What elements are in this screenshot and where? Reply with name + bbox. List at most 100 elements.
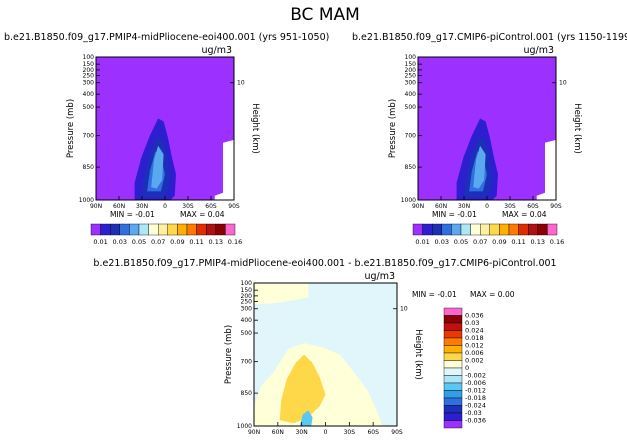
max-readout: MAX = 0.00 [470, 290, 515, 299]
colorbar-label: -0.03 [465, 409, 482, 417]
y-axis-label-right: Height (km) [413, 329, 423, 380]
colorbar-swatch [138, 223, 149, 236]
colorbar-label: 0.01 [415, 238, 429, 246]
colorbar-swatch [196, 223, 207, 236]
colorbar-abs: 0.01 0.03 0.05 0.07 0.09 0.11 0.13 0.16 [90, 223, 242, 246]
y-tick-label: 1000 [237, 423, 252, 430]
colorbar-label: -0.024 [465, 402, 486, 410]
colorbar-swatch [443, 375, 463, 384]
colorbar-swatch [422, 223, 433, 236]
colorbar-swatch [443, 412, 463, 421]
y-tick-label: 400 [405, 91, 417, 98]
x-tick-label: 90N [412, 203, 424, 210]
y-tick-label: 300 [83, 80, 95, 87]
y-tick-label: 1000 [79, 197, 94, 204]
colorbar-swatch [443, 420, 463, 429]
colorbar-label: 0.07 [473, 238, 487, 246]
x-tick-label: 0 [324, 429, 328, 436]
colorbar-label: 0.13 [209, 238, 223, 246]
y-tick-label: 250 [405, 73, 417, 80]
y-tick-label: 100 [83, 54, 95, 61]
colorbar-label: 0.05 [454, 238, 468, 246]
x-tick-label: 90N [248, 429, 260, 436]
colorbar-swatch [443, 360, 463, 369]
colorbar-swatch [443, 405, 463, 414]
colorbar-label: 0 [465, 364, 469, 372]
x-tick-label: 90N [90, 203, 102, 210]
colorbar-swatch [470, 223, 481, 236]
y-tick-label: 850 [405, 164, 417, 171]
panel-subtitle: b.e21.B1850.f09_g17.CMIP6-piControl.001 … [352, 32, 627, 43]
colorbar-swatch [412, 223, 423, 236]
y-tick-label: 400 [241, 317, 253, 324]
x-tick-label: 30N [458, 203, 470, 210]
y-tick-label: 700 [83, 133, 95, 140]
colorbar-label: 0.09 [492, 238, 506, 246]
panel-2: b.e21.B1850.f09_g17.CMIP6-piControl.001 … [352, 32, 627, 219]
colorbar-swatch [443, 390, 463, 399]
min-readout: MIN = -0.01 [110, 210, 155, 219]
colorbar-label: 0.018 [465, 334, 484, 342]
x-tick-label: 60S [205, 203, 217, 210]
colorbar-label: 0.11 [189, 238, 203, 246]
x-tick-label: 30S [344, 429, 356, 436]
y-tick-label: 300 [241, 306, 253, 313]
colorbar-swatch [177, 223, 188, 236]
colorbar-swatch [518, 223, 529, 236]
colorbar-label: -0.018 [465, 394, 486, 402]
x-tick-label: 60N [113, 203, 125, 210]
right-tick-label: 10 [237, 80, 245, 87]
colorbar-swatch [205, 223, 216, 236]
colorbar-swatch [480, 223, 491, 236]
x-tick-label: 90S [391, 429, 403, 436]
y-tick-label: 500 [83, 104, 95, 111]
units-label: ug/m3 [364, 271, 395, 282]
colorbar-swatch [443, 345, 463, 354]
x-tick-label: 0 [163, 203, 167, 210]
units-label: ug/m3 [523, 45, 554, 56]
colorbar-swatch [109, 223, 120, 236]
panel-3: b.e21.B1850.f09_g17.PMIP4-midPliocene-eo… [93, 258, 556, 436]
y-tick-label: 300 [405, 80, 417, 87]
colorbar-label: 0.16 [550, 238, 564, 246]
colorbar-label: 0.012 [465, 342, 484, 350]
min-readout: MIN = -0.01 [412, 290, 457, 299]
x-tick-label: 60S [527, 203, 539, 210]
colorbar-swatch [528, 223, 539, 236]
contour-fill [254, 283, 309, 305]
y-tick-label: 250 [83, 73, 95, 80]
panel-subtitle: b.e21.B1850.f09_g17.PMIP4-midPliocene-eo… [93, 258, 556, 269]
y-tick-label: 250 [241, 299, 253, 306]
colorbar-swatch [508, 223, 519, 236]
colorbar-swatch [547, 223, 558, 236]
max-readout: MAX = 0.04 [502, 210, 547, 219]
y-axis-label: Pressure (mb) [388, 99, 398, 158]
colorbar-label: 0.09 [170, 238, 184, 246]
x-tick-label: 60N [272, 429, 284, 436]
y-tick-label: 100 [241, 280, 253, 287]
y-tick-label: 150 [241, 287, 253, 294]
colorbar-swatch [167, 223, 178, 236]
y-tick-label: 500 [405, 104, 417, 111]
colorbar-label: 0.01 [93, 238, 107, 246]
y-tick-label: 200 [83, 67, 95, 74]
colorbar-diff: 0.0360.030.0240.0180.0120.0060.0020-0.00… [443, 307, 486, 429]
colorbar-label: 0.16 [228, 238, 242, 246]
colorbar-swatch [215, 223, 226, 236]
colorbar-label: 0.03 [465, 319, 479, 327]
missing-data-region [214, 139, 234, 200]
colorbar-swatch [443, 315, 463, 324]
y-tick-label: 850 [241, 390, 253, 397]
right-tick-label: 10 [559, 80, 567, 87]
colorbar-swatch [100, 223, 111, 236]
colorbar-label: -0.002 [465, 372, 486, 380]
y-tick-label: 700 [241, 359, 253, 366]
y-tick-label: 850 [83, 164, 95, 171]
colorbar-swatch [443, 397, 463, 406]
x-tick-label: 60N [435, 203, 447, 210]
figure-title: BC MAM [290, 5, 360, 25]
max-readout: MAX = 0.04 [180, 210, 225, 219]
colorbar-abs: 0.01 0.03 0.05 0.07 0.09 0.11 0.13 0.16 [412, 223, 564, 246]
y-tick-label: 200 [241, 293, 253, 300]
